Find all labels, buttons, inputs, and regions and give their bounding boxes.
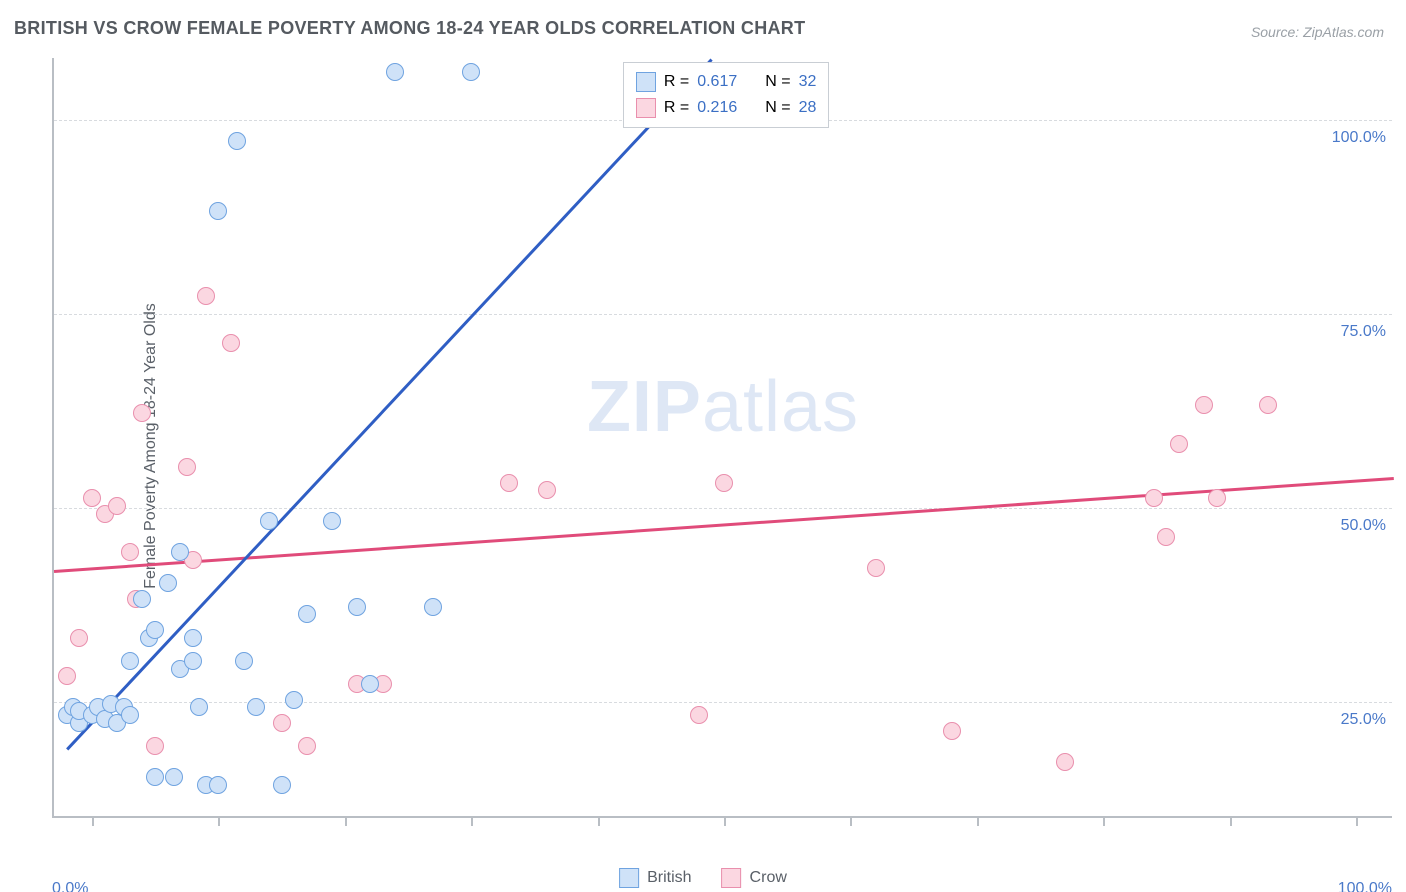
legend-swatch: [619, 868, 639, 888]
data-point-british: [323, 512, 341, 530]
x-tick: [850, 816, 852, 826]
x-tick: [92, 816, 94, 826]
legend-bottom: British Crow: [619, 868, 787, 888]
x-axis-label-min: 0.0%: [52, 880, 88, 892]
data-point-crow: [273, 714, 291, 732]
y-tick-label: 50.0%: [1341, 517, 1386, 535]
correlation-legend: R = 0.617 N = 32 R = 0.216 N = 28: [623, 62, 830, 128]
data-point-crow: [133, 404, 151, 422]
data-point-british: [247, 698, 265, 716]
watermark-atlas: atlas: [702, 367, 859, 447]
data-point-british: [146, 768, 164, 786]
data-point-crow: [298, 737, 316, 755]
data-point-crow: [538, 481, 556, 499]
x-tick: [724, 816, 726, 826]
x-axis-label-max: 100.0%: [1338, 880, 1392, 892]
data-point-british: [121, 706, 139, 724]
x-tick: [598, 816, 600, 826]
data-point-british: [184, 629, 202, 647]
data-point-crow: [1195, 396, 1213, 414]
data-point-british: [462, 63, 480, 81]
y-tick-label: 25.0%: [1341, 711, 1386, 729]
data-point-british: [273, 776, 291, 794]
data-point-british: [184, 652, 202, 670]
data-point-british: [209, 776, 227, 794]
legend-item: Crow: [722, 868, 787, 888]
legend-r-label: R =: [664, 95, 689, 121]
x-tick: [1356, 816, 1358, 826]
chart-title: BRITISH VS CROW FEMALE POVERTY AMONG 18-…: [14, 18, 805, 39]
data-point-british: [348, 598, 366, 616]
gridline: [54, 508, 1392, 509]
legend-r-value[interactable]: 0.216: [697, 95, 737, 121]
correlation-legend-row: R = 0.617 N = 32: [636, 69, 817, 95]
legend-swatch: [636, 98, 656, 118]
x-tick: [1103, 816, 1105, 826]
x-tick: [471, 816, 473, 826]
data-point-british: [165, 768, 183, 786]
legend-n-value[interactable]: 28: [799, 95, 817, 121]
data-point-crow: [121, 543, 139, 561]
data-point-crow: [1259, 396, 1277, 414]
data-point-crow: [178, 458, 196, 476]
data-point-crow: [943, 722, 961, 740]
data-point-crow: [1208, 489, 1226, 507]
legend-label: Crow: [750, 869, 787, 887]
data-point-british: [361, 675, 379, 693]
source-attribution: Source: ZipAtlas.com: [1251, 24, 1384, 40]
data-point-crow: [715, 474, 733, 492]
data-point-british: [228, 132, 246, 150]
data-point-crow: [108, 497, 126, 515]
legend-r-value[interactable]: 0.617: [697, 69, 737, 95]
data-point-crow: [83, 489, 101, 507]
data-point-crow: [1145, 489, 1163, 507]
legend-n-label: N =: [765, 69, 790, 95]
data-point-british: [121, 652, 139, 670]
data-point-british: [260, 512, 278, 530]
data-point-crow: [222, 334, 240, 352]
legend-swatch: [722, 868, 742, 888]
legend-n-label: N =: [765, 95, 790, 121]
data-point-british: [159, 574, 177, 592]
trendline-british: [66, 58, 713, 750]
data-point-crow: [197, 287, 215, 305]
y-tick-label: 100.0%: [1332, 129, 1386, 147]
data-point-british: [146, 621, 164, 639]
data-point-crow: [146, 737, 164, 755]
legend-n-value[interactable]: 32: [799, 69, 817, 95]
correlation-legend-row: R = 0.216 N = 28: [636, 95, 817, 121]
data-point-crow: [1170, 435, 1188, 453]
data-point-crow: [1157, 528, 1175, 546]
data-point-crow: [867, 559, 885, 577]
gridline: [54, 314, 1392, 315]
scatter-plot-area: ZIPatlas 25.0% 50.0% 75.0% 100.0% R = 0.617 N …: [52, 58, 1392, 818]
data-point-british: [190, 698, 208, 716]
x-tick: [977, 816, 979, 826]
data-point-british: [298, 605, 316, 623]
data-point-british: [209, 202, 227, 220]
y-tick-label: 75.0%: [1341, 323, 1386, 341]
legend-swatch: [636, 72, 656, 92]
data-point-british: [424, 598, 442, 616]
data-point-crow: [1056, 753, 1074, 771]
legend-item: British: [619, 868, 691, 888]
watermark-zip: ZIP: [587, 367, 702, 447]
data-point-crow: [500, 474, 518, 492]
legend-label: British: [647, 869, 691, 887]
data-point-crow: [58, 667, 76, 685]
data-point-british: [171, 543, 189, 561]
data-point-british: [386, 63, 404, 81]
data-point-british: [235, 652, 253, 670]
data-point-crow: [690, 706, 708, 724]
x-tick: [1230, 816, 1232, 826]
x-tick: [218, 816, 220, 826]
data-point-british: [285, 691, 303, 709]
legend-r-label: R =: [664, 69, 689, 95]
watermark: ZIPatlas: [587, 366, 859, 448]
data-point-crow: [70, 629, 88, 647]
x-tick: [345, 816, 347, 826]
data-point-british: [133, 590, 151, 608]
